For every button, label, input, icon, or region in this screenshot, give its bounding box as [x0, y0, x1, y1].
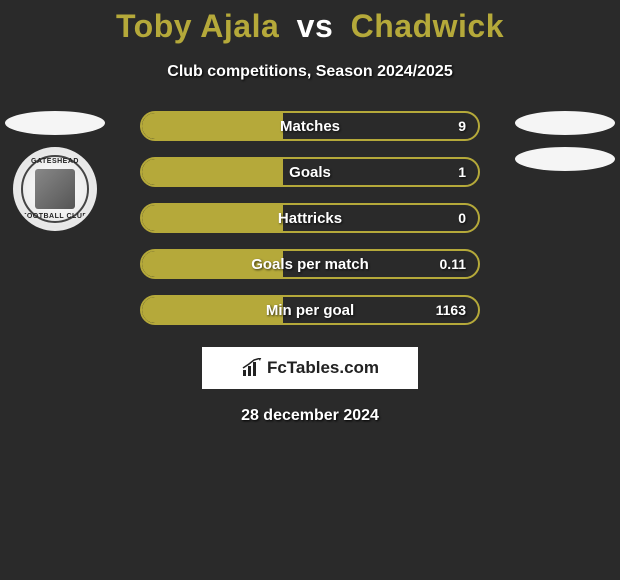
stat-row-hattricks: Hattricks 0: [140, 203, 480, 233]
stat-label: Min per goal: [266, 302, 354, 319]
page-title: Toby Ajala vs Chadwick: [0, 0, 620, 45]
stats-list: Matches 9 Goals 1 Hattricks 0 Goals per …: [140, 111, 480, 325]
stat-value-right: 9: [458, 118, 466, 134]
club-badge-graphic: [35, 169, 75, 209]
stat-fill: [142, 205, 283, 231]
stat-value-right: 1163: [436, 302, 466, 318]
stat-value-right: 0.11: [440, 256, 466, 272]
stat-row-goals-per-match: Goals per match 0.11: [140, 249, 480, 279]
stat-value-right: 1: [458, 164, 466, 180]
stat-row-matches: Matches 9: [140, 111, 480, 141]
vs-label: vs: [297, 8, 334, 44]
stat-label: Goals: [289, 164, 331, 181]
stat-fill: [142, 159, 283, 185]
player1-photo-placeholder: [5, 111, 105, 135]
date-label: 28 december 2024: [0, 407, 620, 425]
subtitle: Club competitions, Season 2024/2025: [0, 63, 620, 81]
stat-fill: [142, 297, 283, 323]
club-badge-text-top: GATESHEAD: [31, 158, 79, 165]
player1-name: Toby Ajala: [116, 8, 279, 44]
stat-row-min-per-goal: Min per goal 1163: [140, 295, 480, 325]
brand-text: FcTables.com: [267, 358, 379, 378]
stat-label: Matches: [280, 118, 340, 135]
club-badge-text-bottom: FOOTBALL CLUB: [22, 213, 88, 220]
player2-name: Chadwick: [351, 8, 504, 44]
player2-club-placeholder: [515, 147, 615, 171]
stat-fill: [142, 113, 283, 139]
stat-label: Goals per match: [251, 256, 369, 273]
content-area: GATESHEAD FOOTBALL CLUB Matches 9 Goals …: [0, 111, 620, 425]
stat-value-right: 0: [458, 210, 466, 226]
stat-label: Hattricks: [278, 210, 342, 227]
stat-row-goals: Goals 1: [140, 157, 480, 187]
right-column: [510, 111, 620, 171]
left-column: GATESHEAD FOOTBALL CLUB: [0, 111, 110, 231]
brand-box[interactable]: FcTables.com: [202, 347, 418, 389]
chart-icon: [241, 358, 263, 378]
player2-photo-placeholder: [515, 111, 615, 135]
player1-club-badge: GATESHEAD FOOTBALL CLUB: [13, 147, 97, 231]
